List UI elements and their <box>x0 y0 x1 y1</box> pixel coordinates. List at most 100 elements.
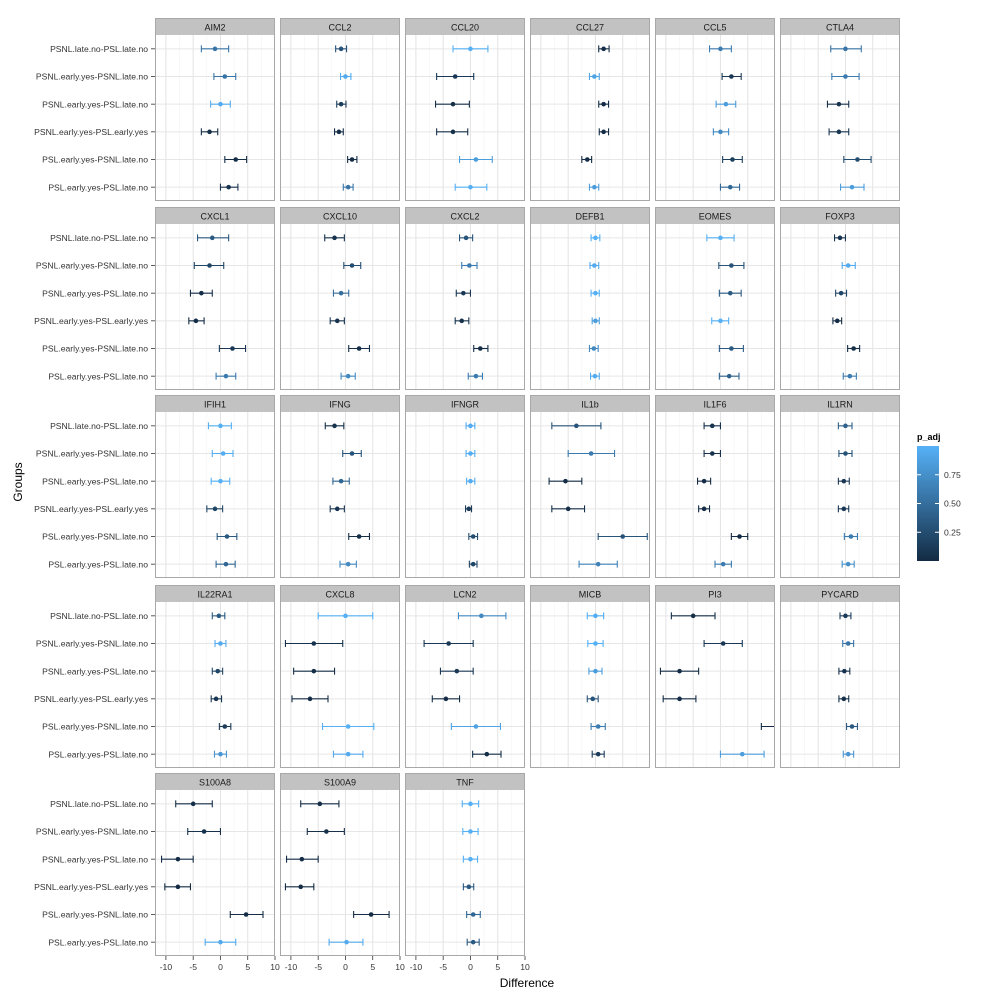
panel-border <box>280 395 400 578</box>
facet-title: CXCL10 <box>323 212 357 222</box>
data-point <box>345 184 351 190</box>
data-point <box>838 290 844 296</box>
legend: p_adj 0.25 0.50 0.75 <box>917 432 961 561</box>
data-point <box>332 235 337 241</box>
data-point <box>473 724 479 729</box>
panel-FOXP3: FOXP3 <box>780 207 900 390</box>
data-point <box>215 668 221 674</box>
data-point <box>349 451 355 456</box>
facet-strip <box>655 207 775 224</box>
panel-border <box>780 18 900 201</box>
data-point <box>317 801 323 807</box>
data-point <box>845 751 851 757</box>
data-point <box>479 613 484 619</box>
group-label: PSNL.late.no-PSL.late.no <box>50 611 148 621</box>
panel-border <box>780 207 900 390</box>
panel-border <box>405 395 525 578</box>
data-point <box>468 46 473 52</box>
panel-background <box>155 224 275 390</box>
data-point <box>190 801 196 807</box>
panel-background <box>405 412 525 578</box>
x-tick-label: 10 <box>270 962 280 972</box>
group-label: PSNL.early.yes-PSL.early.yes <box>34 882 148 892</box>
data-point <box>601 101 606 107</box>
panel-border <box>655 207 775 390</box>
data-point <box>592 74 597 79</box>
panel-border <box>405 585 525 768</box>
data-point <box>450 129 456 135</box>
panel-background <box>780 224 900 390</box>
panel-border <box>280 773 400 956</box>
x-tick-label: 0 <box>468 962 473 972</box>
data-point <box>574 423 579 429</box>
data-point <box>727 184 733 190</box>
data-point <box>218 478 223 484</box>
data-point <box>199 290 204 296</box>
data-point <box>739 751 745 757</box>
data-point <box>842 668 847 674</box>
group-label: PSNL.early.yes-PSL.early.yes <box>34 694 148 704</box>
data-point <box>459 318 465 324</box>
data-point <box>345 373 351 379</box>
data-point <box>720 641 726 646</box>
x-tick-label: 5 <box>495 962 500 972</box>
panel-EOMES: EOMES <box>655 207 775 390</box>
data-point <box>220 451 226 456</box>
facet-title: CXCL1 <box>200 212 229 222</box>
panel-background <box>530 35 650 201</box>
data-point <box>837 235 843 241</box>
facet-strip <box>530 395 650 412</box>
data-point <box>334 318 340 324</box>
facet-title: CXCL2 <box>450 212 479 222</box>
data-point <box>311 641 317 646</box>
panel-border <box>280 18 400 201</box>
x-axis-label: Difference <box>500 976 555 990</box>
data-point <box>592 373 598 379</box>
x-tick-label: -5 <box>439 962 447 972</box>
panel-background <box>405 35 525 201</box>
data-point <box>446 641 451 646</box>
data-point <box>298 884 304 890</box>
data-point <box>601 46 606 52</box>
error-bar <box>760 723 775 730</box>
data-point <box>718 235 723 241</box>
data-point <box>338 46 344 52</box>
data-point <box>843 423 848 429</box>
data-point <box>593 668 598 674</box>
data-point <box>450 101 456 107</box>
data-point <box>212 506 218 512</box>
data-point <box>590 696 596 702</box>
facet-strip <box>530 585 650 602</box>
group-label: PSNL.early.yes-PSL.late.no <box>42 288 148 298</box>
data-point <box>848 534 854 539</box>
legend-title: p_adj <box>917 432 941 442</box>
data-point <box>463 235 469 241</box>
panel-border <box>155 395 275 578</box>
panel-border <box>280 207 400 390</box>
data-point <box>343 74 348 79</box>
data-point <box>843 451 848 456</box>
facet-title: FOXP3 <box>825 212 855 222</box>
panel-AIM2: AIM2 <box>155 18 275 201</box>
data-point <box>218 939 223 945</box>
data-point <box>470 534 476 539</box>
data-point <box>175 884 181 890</box>
panel-IL1F6: IL1F6 <box>655 395 775 578</box>
facet-title: S100A8 <box>199 778 231 788</box>
panel-background <box>405 602 525 768</box>
panel-background <box>155 35 275 201</box>
data-point <box>690 613 696 619</box>
group-label: PSNL.early.yes-PSNL.late.no <box>36 827 148 837</box>
data-point <box>201 829 207 834</box>
panel-IL1b: IL1b <box>530 395 650 578</box>
facet-strip <box>405 395 525 412</box>
facet-title: CCL2 <box>328 23 351 33</box>
data-point <box>729 263 734 268</box>
facet-strip <box>155 773 275 790</box>
data-point <box>709 423 715 429</box>
data-point <box>584 157 590 162</box>
panel-border <box>530 395 650 578</box>
panel-background <box>155 790 275 956</box>
group-label: PSNL.early.yes-PSL.late.no <box>42 99 148 109</box>
